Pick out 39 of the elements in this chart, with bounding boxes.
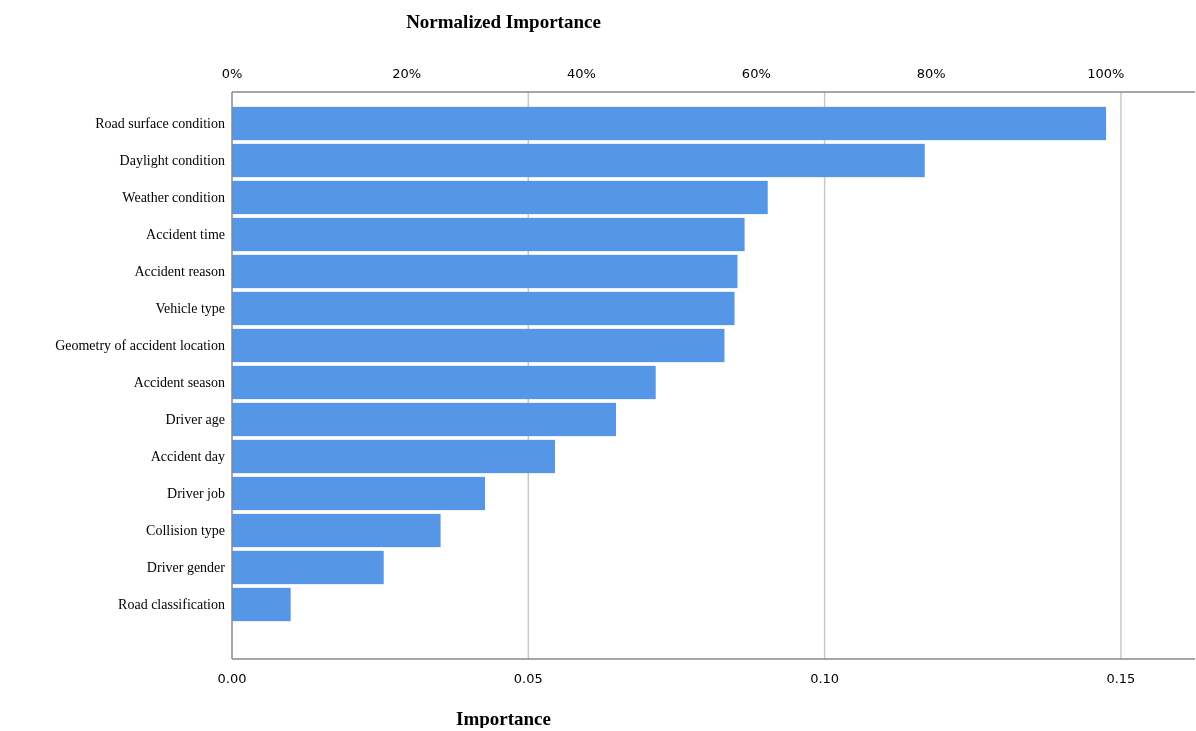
y-tick-label: Vehicle type (155, 301, 225, 316)
y-tick-label: Weather condition (122, 190, 225, 205)
x-tick-label: 0.10 (810, 671, 840, 686)
y-tick-label: Daylight condition (119, 153, 225, 168)
y-tick-label: Geometry of accident location (55, 338, 225, 353)
y-tick-label: Accident reason (134, 264, 225, 279)
y-tick-label: Accident time (146, 227, 225, 242)
y-tick-label: Accident day (150, 449, 225, 464)
x2-axis-title: Normalized Importance (406, 11, 601, 32)
bar (232, 106, 1107, 141)
bar (232, 328, 725, 363)
bar (232, 439, 555, 474)
bar (232, 217, 745, 252)
y-tick-label: Accident season (133, 375, 225, 390)
bar (232, 180, 768, 215)
y-tick-label: Road surface condition (95, 116, 225, 131)
x2-tick-label: 80% (916, 66, 946, 81)
x-tick-label: 0.05 (513, 671, 543, 686)
x2-tick-label: 20% (392, 66, 422, 81)
y-tick-label: Road classification (118, 597, 225, 612)
x2-tick-label: 100% (1087, 66, 1125, 81)
bar (232, 402, 617, 437)
bar (232, 291, 735, 326)
y-tick-label: Collision type (146, 523, 225, 538)
x2-tick-label: 0% (221, 66, 243, 81)
y-tick-label: Driver job (167, 486, 225, 501)
bar (232, 143, 925, 178)
bar (232, 513, 441, 548)
x2-tick-label: 60% (741, 66, 771, 81)
x-tick-label: 0.00 (217, 671, 247, 686)
bar (232, 254, 738, 289)
bar (232, 550, 384, 585)
y-tick-label: Driver gender (146, 560, 226, 575)
bar (232, 365, 656, 400)
x2-tick-label: 40% (567, 66, 596, 81)
bar (232, 476, 486, 511)
y-tick-label: Driver age (165, 412, 225, 427)
bar (232, 587, 291, 622)
x-tick-label: 0.15 (1106, 671, 1136, 686)
